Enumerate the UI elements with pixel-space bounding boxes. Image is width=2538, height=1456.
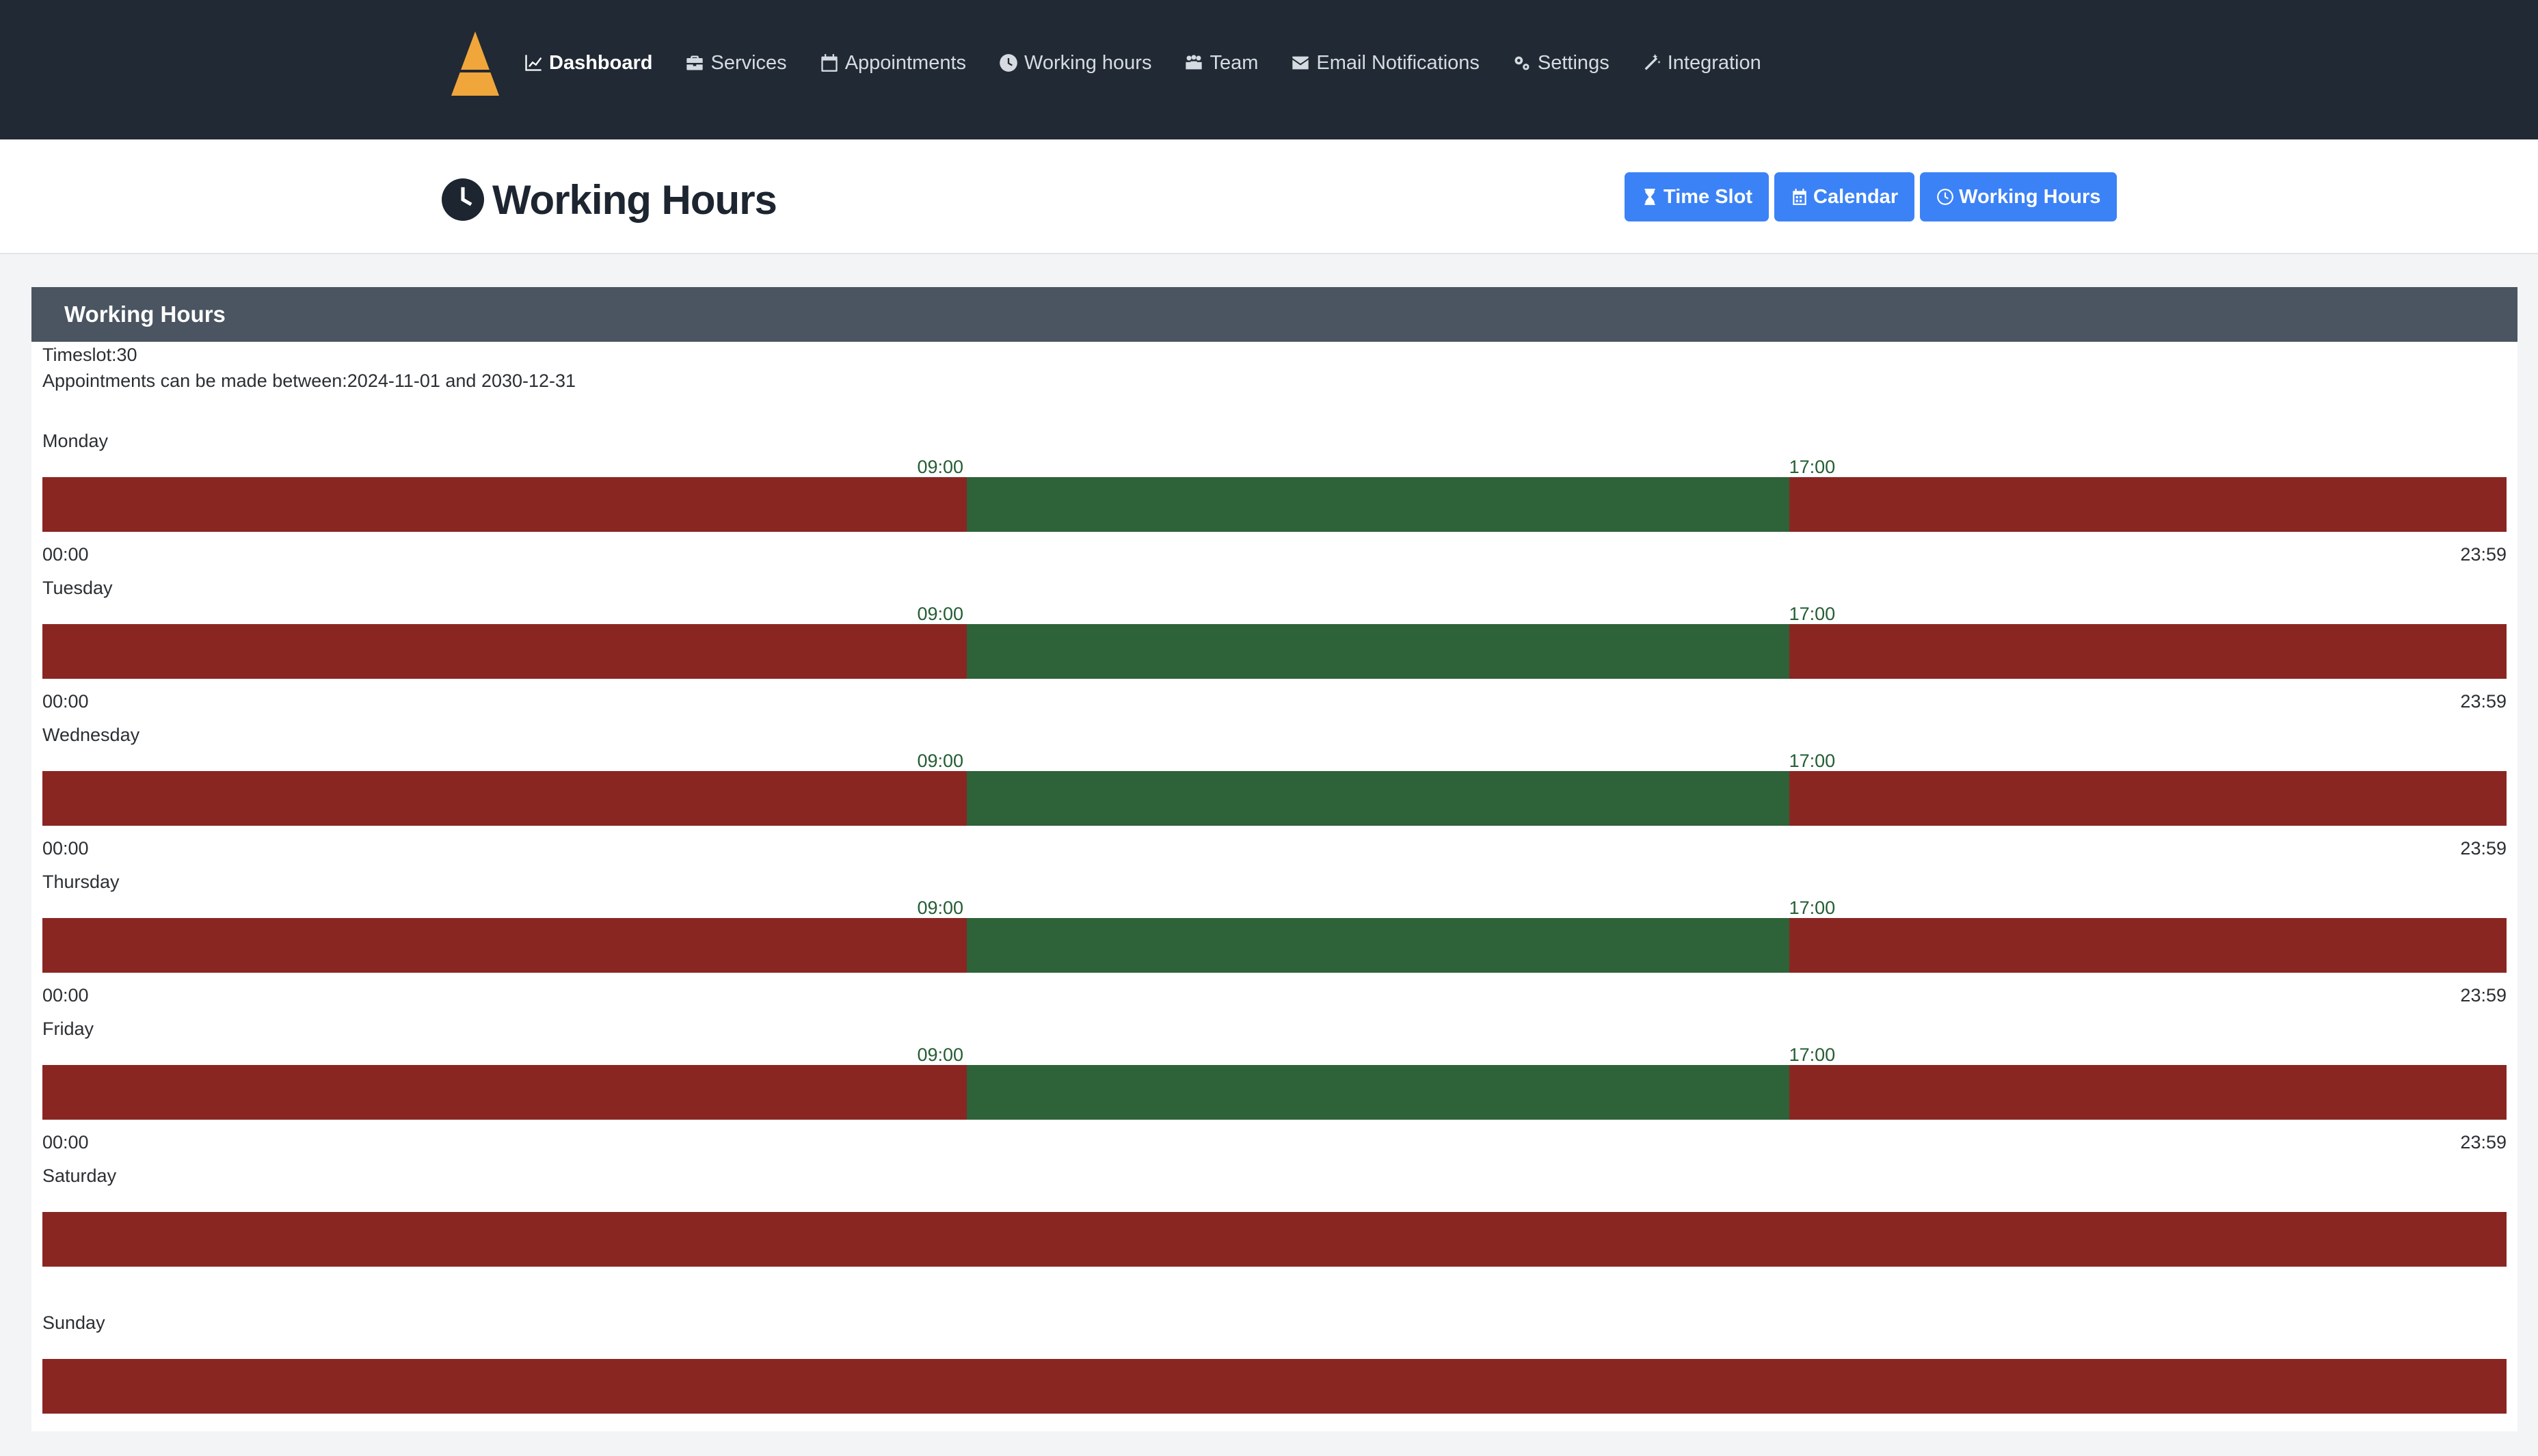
day-row: Sunday [42, 1312, 2507, 1456]
day-name: Sunday [42, 1312, 105, 1333]
calendar-button[interactable]: Calendar [1774, 172, 1915, 221]
closed-hours-bar [42, 624, 2507, 679]
logo-icon[interactable] [451, 31, 499, 96]
magic-wand-icon [1644, 54, 1661, 70]
button-label: Time Slot [1664, 185, 1752, 208]
end-time-label: 17:00 [1789, 604, 1836, 624]
nav-item-working-hours[interactable]: Working hours [999, 52, 1151, 75]
nav-item-settings[interactable]: Settings [1512, 52, 1609, 75]
day-name: Friday [42, 1019, 94, 1039]
nav-item-integration[interactable]: Integration [1642, 52, 1761, 75]
day-name: Wednesday [42, 725, 140, 745]
day-row: Saturday [42, 1165, 2507, 1309]
day-name: Saturday [42, 1165, 117, 1186]
open-hours-segment [967, 624, 1789, 679]
day-name: Thursday [42, 872, 120, 892]
day-row: Wednesday 09:00 17:00 00:00 23:59 [42, 725, 2507, 868]
day-row: Tuesday 09:00 17:00 00:00 23:59 [42, 578, 2507, 721]
axis-start-label: 00:00 [42, 838, 89, 859]
closed-hours-bar [42, 477, 2507, 532]
card-title: Working Hours [31, 287, 2517, 342]
main-nav: Dashboard Services Appointments Working … [524, 0, 1794, 126]
axis-end-label: 23:59 [2460, 691, 2507, 712]
axis-start-label: 00:00 [42, 544, 89, 565]
clock-icon [1000, 54, 1017, 72]
day-row: Monday 09:00 17:00 00:00 23:59 [42, 431, 2507, 574]
hourglass-icon [1644, 189, 1655, 205]
header-button-group: Time Slot Calendar Working Hours [1625, 172, 2122, 221]
page-header: Working Hours Time Slot Calendar Working… [0, 139, 2538, 254]
nav-label: Dashboard [549, 51, 653, 74]
working-hours-card: Working Hours Timeslot:30 Appointments c… [31, 287, 2517, 1431]
nav-label: Integration [1667, 51, 1761, 74]
nav-item-appointments[interactable]: Appointments [820, 52, 966, 75]
closed-hours-bar [42, 1065, 2507, 1120]
nav-label: Email Notifications [1316, 51, 1480, 74]
nav-label: Team [1210, 51, 1259, 74]
axis-start-label: 00:00 [42, 691, 89, 712]
axis-start-label: 00:00 [42, 1132, 89, 1152]
open-hours-segment [967, 477, 1789, 532]
booking-range-text: Appointments can be made between:2024-11… [42, 370, 576, 391]
timeslot-text: Timeslot:30 [42, 345, 137, 365]
button-label: Working Hours [1959, 185, 2101, 208]
axis-start-label: 00:00 [42, 985, 89, 1006]
calendar-icon [1793, 189, 1806, 205]
nav-item-team[interactable]: Team [1184, 52, 1258, 75]
gears-icon [1514, 56, 1530, 70]
open-hours-segment [967, 918, 1789, 973]
page-title-text: Working Hours [492, 176, 777, 223]
closed-hours-bar [42, 1212, 2507, 1267]
start-time-label: 09:00 [917, 898, 964, 918]
nav-item-email-notifications[interactable]: Email Notifications [1291, 52, 1480, 75]
working-hours-button[interactable]: Working Hours [1920, 172, 2118, 221]
axis-end-label: 23:59 [2460, 1132, 2507, 1152]
envelope-icon [1292, 56, 1309, 70]
end-time-label: 17:00 [1789, 1044, 1836, 1065]
day-name: Monday [42, 431, 109, 451]
end-time-label: 17:00 [1789, 457, 1836, 477]
nav-item-dashboard[interactable]: Dashboard [524, 52, 652, 75]
axis-end-label: 23:59 [2460, 985, 2507, 1006]
clock-icon [442, 178, 484, 221]
open-hours-segment [967, 771, 1789, 826]
briefcase-icon [686, 55, 704, 70]
page-title: Working Hours [442, 172, 777, 227]
closed-hours-bar [42, 1359, 2507, 1414]
day-row: Friday 09:00 17:00 00:00 23:59 [42, 1019, 2507, 1162]
start-time-label: 09:00 [917, 604, 964, 624]
top-navbar: Dashboard Services Appointments Working … [0, 0, 2538, 139]
axis-end-label: 23:59 [2460, 544, 2507, 565]
end-time-label: 17:00 [1789, 751, 1836, 771]
start-time-label: 09:00 [917, 751, 964, 771]
calendar-icon [821, 54, 838, 72]
start-time-label: 09:00 [917, 457, 964, 477]
open-hours-segment [967, 1065, 1789, 1120]
nav-label: Settings [1537, 51, 1609, 74]
people-icon [1186, 55, 1203, 70]
clock-icon [1937, 189, 1954, 205]
chart-line-icon [525, 55, 542, 71]
nav-item-services[interactable]: Services [685, 51, 787, 75]
start-time-label: 09:00 [917, 1044, 964, 1065]
button-label: Calendar [1813, 185, 1899, 208]
closed-hours-bar [42, 918, 2507, 973]
nav-label: Services [710, 51, 787, 74]
axis-end-label: 23:59 [2460, 838, 2507, 859]
nav-label: Appointments [844, 51, 967, 74]
time-slot-button[interactable]: Time Slot [1625, 172, 1769, 221]
closed-hours-bar [42, 771, 2507, 826]
day-name: Tuesday [42, 578, 113, 598]
end-time-label: 17:00 [1789, 898, 1836, 918]
nav-label: Working hours [1024, 51, 1152, 74]
day-row: Thursday 09:00 17:00 00:00 23:59 [42, 872, 2507, 1015]
